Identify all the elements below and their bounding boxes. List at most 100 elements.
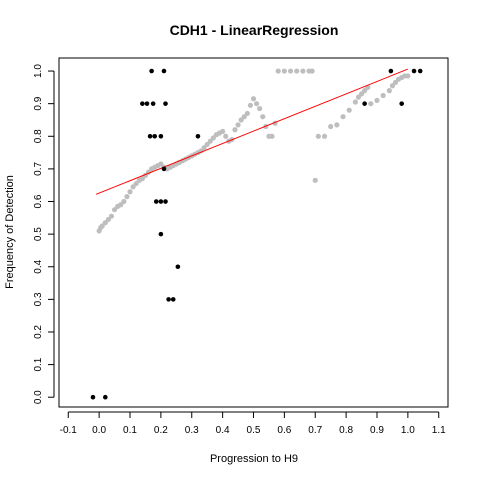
fitted-point bbox=[118, 202, 124, 208]
y-tick-label: 0.4 bbox=[33, 259, 44, 273]
y-tick-label: 0.7 bbox=[33, 162, 44, 176]
fitted-point bbox=[139, 176, 145, 182]
observed-point bbox=[166, 297, 171, 302]
fitted-point bbox=[257, 105, 263, 112]
fitted-point bbox=[315, 133, 321, 139]
fitted-point bbox=[105, 216, 111, 223]
x-tick-label: 0.7 bbox=[308, 425, 322, 436]
observed-point bbox=[399, 101, 404, 106]
fitted-point bbox=[321, 133, 328, 139]
fitted-point bbox=[244, 110, 250, 117]
observed-point bbox=[388, 68, 394, 74]
x-tick-label: 0.9 bbox=[370, 425, 384, 436]
observed-point bbox=[149, 68, 154, 74]
y-tick-label: 0.9 bbox=[33, 96, 44, 110]
y-tick-label: 0.6 bbox=[33, 194, 44, 208]
x-tick-label: 0.5 bbox=[247, 425, 261, 436]
fitted-point bbox=[127, 189, 133, 195]
fitted-point bbox=[346, 107, 352, 113]
y-tick-label: 0.5 bbox=[33, 227, 44, 241]
fitted-point bbox=[111, 207, 118, 213]
observed-point bbox=[362, 101, 367, 106]
regression-line bbox=[95, 68, 409, 195]
fitted-point bbox=[241, 114, 247, 120]
observed-point bbox=[163, 199, 168, 204]
fitted-point bbox=[207, 138, 213, 144]
observed-point bbox=[161, 68, 167, 74]
fitted-point bbox=[362, 88, 368, 94]
observed-point bbox=[103, 394, 108, 400]
x-tick-label: 0.1 bbox=[123, 425, 137, 436]
x-tick-label: 0.4 bbox=[216, 425, 230, 436]
fitted-point bbox=[102, 220, 108, 226]
y-axis-label: Frequency of Detection bbox=[4, 175, 16, 289]
fitted-point bbox=[130, 184, 136, 190]
y-tick-label: 0.2 bbox=[33, 325, 44, 339]
fitted-point bbox=[352, 99, 358, 105]
fitted-point bbox=[108, 213, 115, 219]
fitted-point bbox=[260, 114, 266, 120]
fitted-point bbox=[223, 133, 229, 139]
fitted-point bbox=[158, 161, 164, 167]
plot-area-frame bbox=[58, 57, 449, 408]
fitted-series bbox=[96, 68, 411, 234]
fitted-point bbox=[340, 114, 346, 120]
fitted-point bbox=[204, 141, 210, 148]
chart-title: CDH1 - LinearRegression bbox=[170, 22, 339, 38]
fitted-point bbox=[328, 123, 334, 130]
x-tick-label: 1.0 bbox=[401, 425, 415, 436]
observed-point bbox=[150, 101, 156, 106]
fitted-point bbox=[334, 122, 340, 128]
fitted-point bbox=[281, 68, 287, 74]
fitted-point bbox=[250, 96, 257, 102]
y-tick-label: 1.0 bbox=[33, 64, 44, 78]
fitted-point bbox=[99, 223, 105, 229]
x-axis-label: Progression to H9 bbox=[210, 453, 298, 465]
y-tick-label: 0.8 bbox=[33, 129, 44, 143]
regression-line-group bbox=[95, 68, 409, 195]
fitted-point bbox=[368, 101, 374, 107]
observed-point bbox=[175, 264, 181, 270]
observed-point bbox=[170, 297, 176, 302]
fitted-point bbox=[232, 127, 238, 133]
fitted-point bbox=[121, 198, 127, 205]
fitted-point bbox=[294, 68, 300, 74]
fitted-point bbox=[300, 68, 306, 74]
observed-point bbox=[152, 133, 158, 139]
fitted-point bbox=[309, 68, 315, 74]
x-tick-label: 0.8 bbox=[339, 425, 353, 436]
observed-point bbox=[158, 199, 164, 204]
observed-point bbox=[163, 101, 168, 106]
y-tick-label: 0.0 bbox=[33, 390, 44, 404]
fitted-point bbox=[247, 102, 254, 108]
fitted-point bbox=[220, 128, 226, 134]
observed-point bbox=[158, 133, 164, 139]
fitted-point bbox=[386, 88, 392, 94]
x-tick-label: -0.1 bbox=[60, 425, 78, 436]
x-axis: -0.1 0.0 0.1 0.2 0.3 0.4 0.5 0.6 0.7 0.8 0.9 1.0 1.1 bbox=[60, 411, 446, 436]
observed-point bbox=[161, 166, 167, 172]
observed-point bbox=[144, 101, 150, 106]
fitted-point bbox=[210, 135, 216, 141]
x-tick-label: 0.0 bbox=[92, 425, 106, 436]
fitted-point bbox=[133, 180, 139, 187]
fitted-point bbox=[287, 68, 294, 74]
observed-point bbox=[417, 68, 423, 74]
fitted-point bbox=[392, 79, 399, 86]
fitted-point bbox=[389, 83, 396, 89]
y-axis: 0.0 0.1 0.2 0.3 0.4 0.5 0.6 0.7 0.8 0.9 1.0 bbox=[33, 64, 55, 404]
fitted-point bbox=[355, 94, 362, 100]
fitted-point bbox=[124, 194, 130, 200]
observed-point bbox=[90, 394, 96, 400]
fitted-point bbox=[269, 133, 275, 139]
observed-point bbox=[147, 133, 153, 139]
observed-point bbox=[411, 68, 417, 74]
observed-point bbox=[140, 101, 145, 106]
fitted-point bbox=[358, 91, 365, 97]
fitted-point bbox=[253, 101, 260, 107]
observed-point bbox=[158, 231, 164, 237]
observed-point bbox=[195, 133, 201, 139]
fitted-point bbox=[235, 122, 241, 128]
x-tick-label: 1.1 bbox=[432, 425, 446, 436]
